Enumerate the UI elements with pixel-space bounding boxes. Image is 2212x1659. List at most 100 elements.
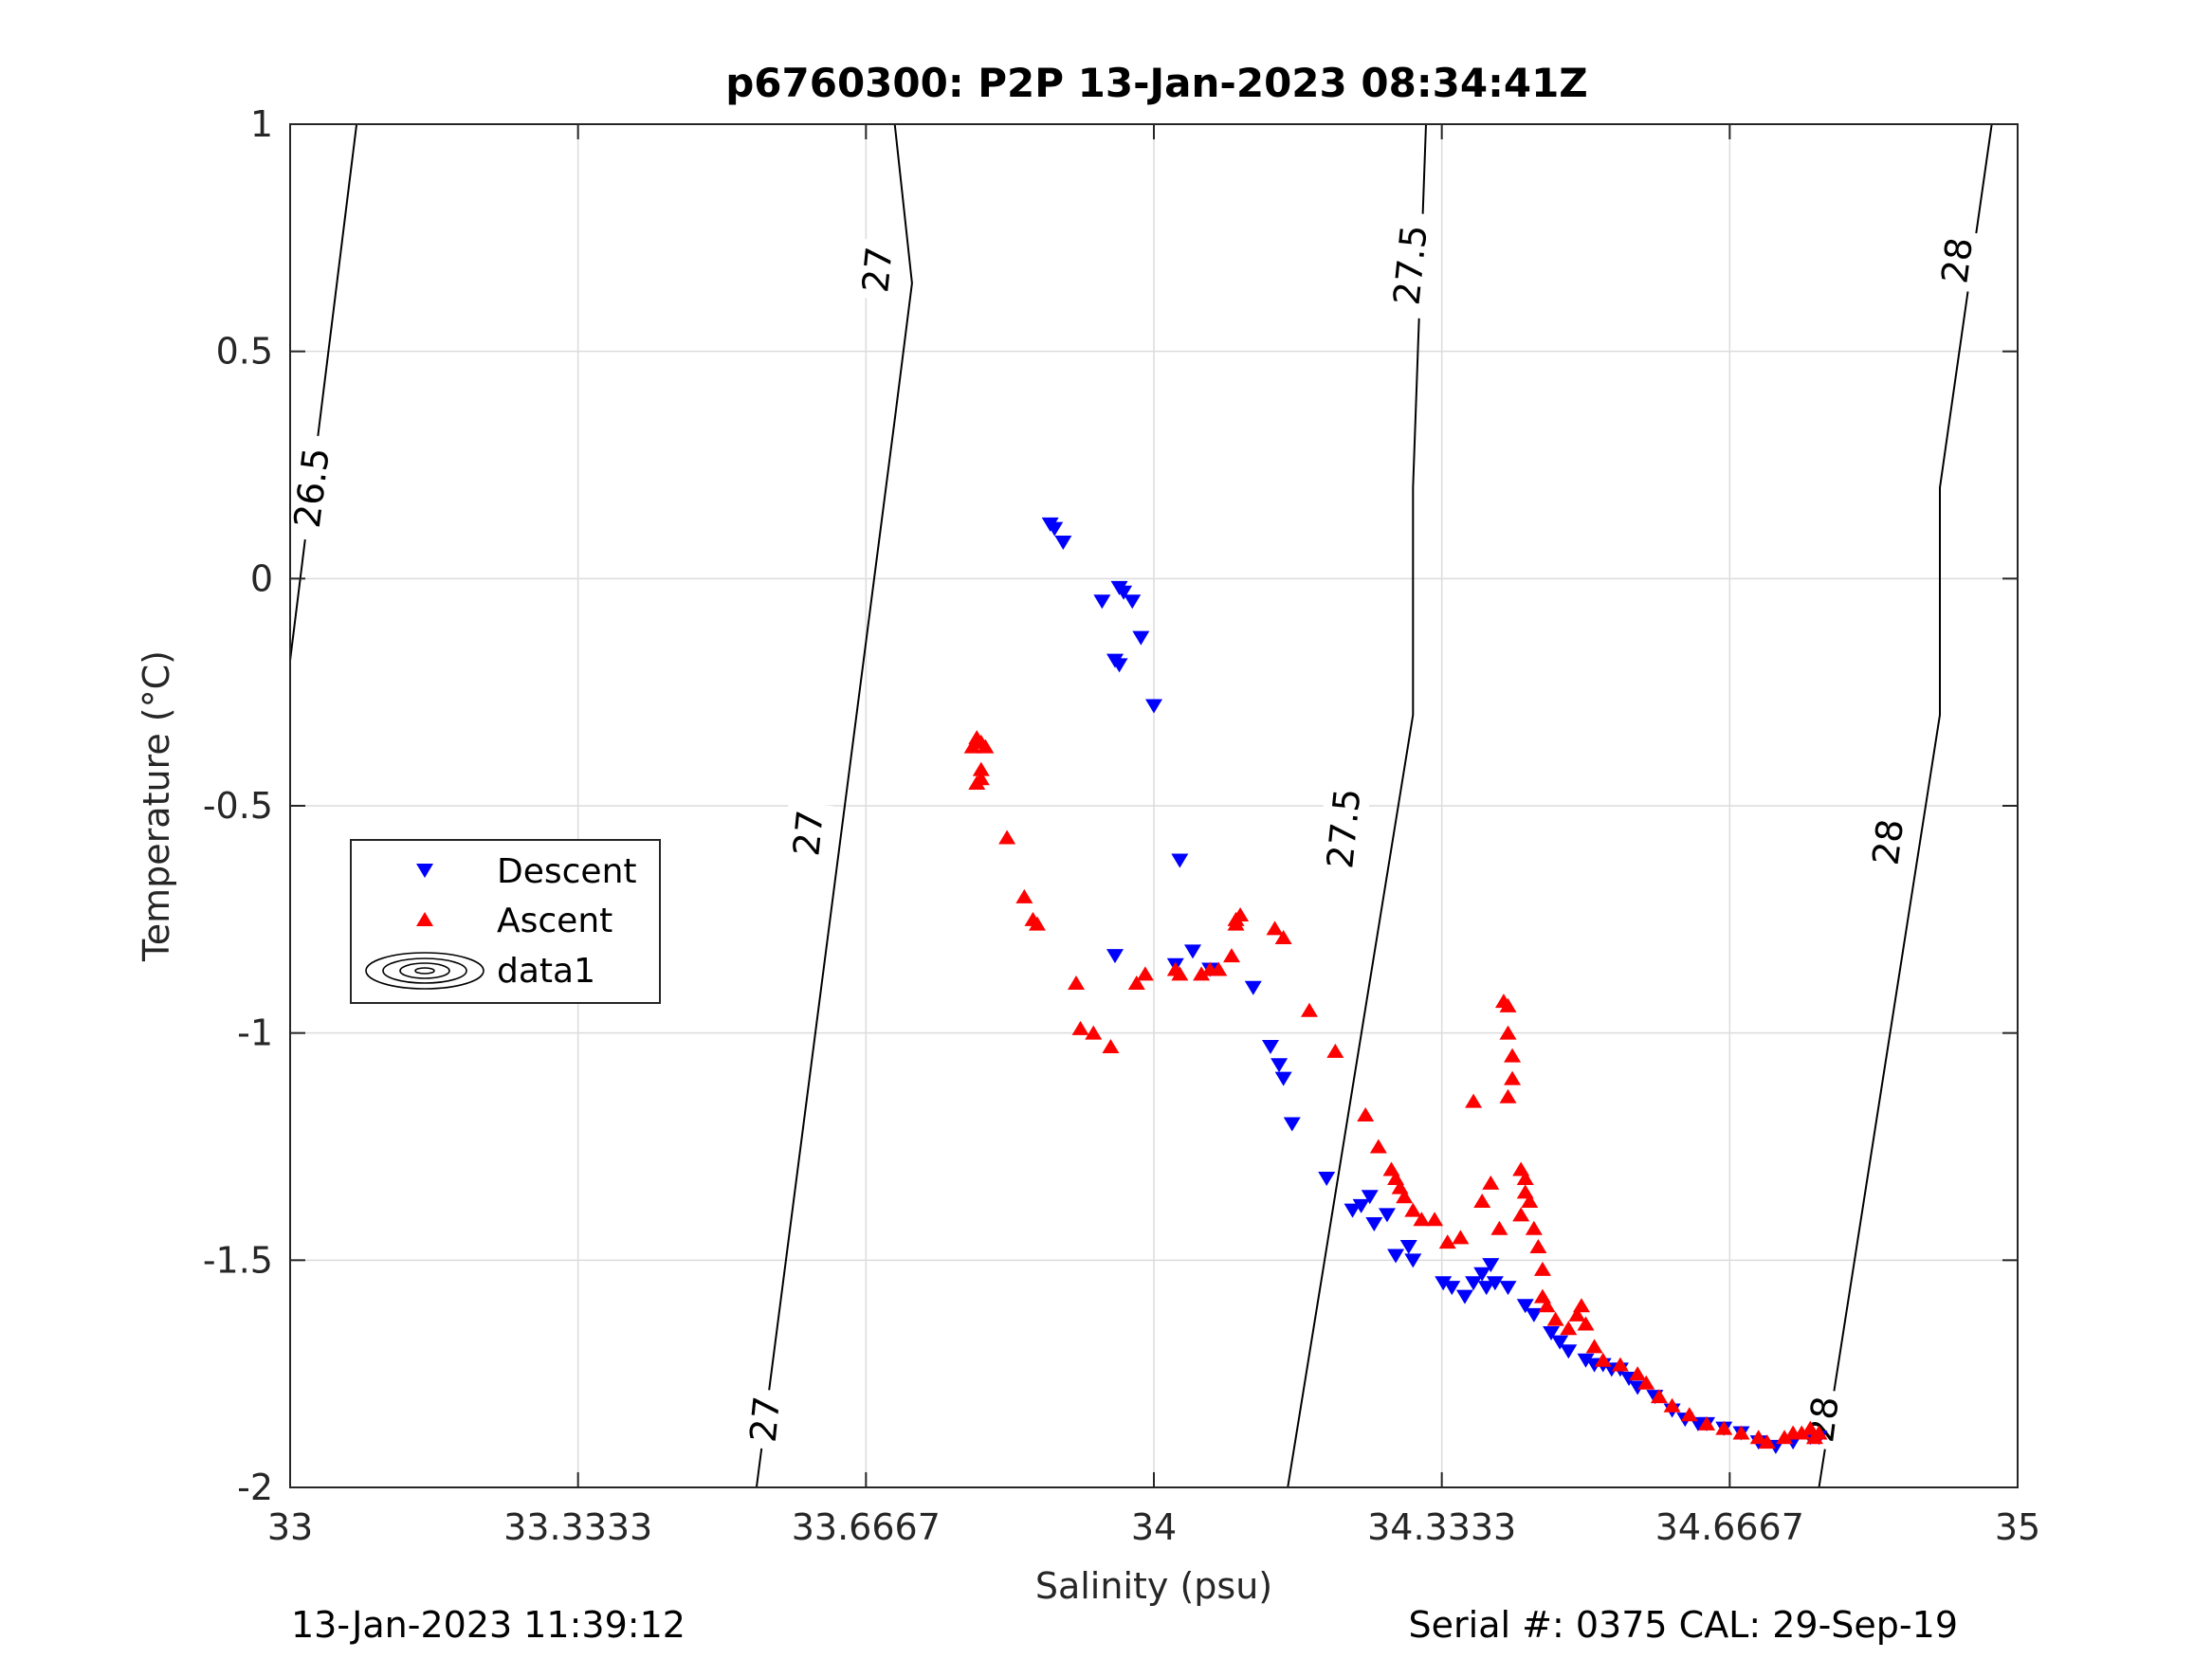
x-tick-label: 34 [1131, 1506, 1177, 1548]
isopycnal-label: 28 [1930, 228, 1983, 293]
ascent-point [1572, 1298, 1590, 1313]
descent-point [1361, 1190, 1379, 1205]
legend-contour-icon [365, 952, 484, 990]
isopycnal-label: 27.5 [1315, 774, 1372, 884]
descent-point [1244, 980, 1262, 995]
isopycnal-label: 27 [851, 238, 904, 301]
ascent-point [1465, 1093, 1483, 1108]
descent-point [1283, 1117, 1301, 1132]
ascent-point [1015, 888, 1033, 903]
x-tick-label: 33.6667 [792, 1506, 941, 1548]
ascent-point [1793, 1425, 1811, 1440]
descent-point [1124, 594, 1142, 610]
ascent-point [1650, 1389, 1668, 1404]
ascent-point [1438, 1234, 1456, 1249]
ascent-point [1680, 1407, 1698, 1422]
isopycnal-label: 27 [782, 801, 834, 866]
descent-point [1352, 1198, 1370, 1213]
ascent-point [1504, 1048, 1522, 1063]
y-tick-label: -2 [237, 1467, 273, 1508]
axis-ticks: 33 33.3333 33.6667 34 34.3333 34.6667 35 1 0.5 0 -… [203, 103, 2040, 1548]
ascent-point [1426, 1212, 1444, 1227]
legend-ascent-marker [416, 912, 433, 926]
isopycnal-line [289, 123, 358, 661]
y-tick-label: 1 [250, 103, 273, 145]
ascent-point [968, 775, 986, 791]
ascent-point [1499, 1088, 1517, 1103]
descent-point [1525, 1307, 1543, 1322]
descent-point [1473, 1267, 1491, 1282]
descent-point [1093, 594, 1111, 610]
isopycnal-label-text: 28 [1865, 817, 1912, 867]
y-tick-label: -0.5 [203, 785, 273, 827]
descent-point [1115, 585, 1133, 600]
x-tick-label: 35 [1995, 1506, 2040, 1548]
ascent-point [1533, 1261, 1551, 1276]
isopycnal-label-text: 27.5 [1319, 787, 1368, 871]
ascent-point [963, 738, 981, 754]
ascent-point [1369, 1139, 1387, 1154]
ascent-point [1085, 1025, 1103, 1040]
ascent-point [1136, 966, 1154, 981]
ascent-point [1102, 1039, 1120, 1054]
descent-point [1046, 521, 1064, 537]
isopycnal-line [755, 123, 913, 1488]
ascent-point [1611, 1357, 1629, 1372]
y-tick-label: -1.5 [203, 1239, 273, 1281]
ascent-point [1521, 1194, 1539, 1209]
ascent-point [1698, 1415, 1716, 1431]
ascent-point [1396, 1189, 1414, 1204]
ascent-point [1663, 1397, 1681, 1413]
descent-point [1274, 1071, 1292, 1086]
ascent-point [1749, 1430, 1767, 1445]
isopycnal-label-text: 27.5 [1385, 223, 1435, 307]
ascent-point [1222, 948, 1240, 963]
descent-point [1344, 1203, 1362, 1218]
descent-point [1365, 1216, 1383, 1231]
ascent-point [1499, 997, 1517, 1012]
ascent-point [1529, 1238, 1547, 1253]
ascent-point [1525, 1220, 1543, 1235]
ascent-point [1516, 1171, 1534, 1186]
descent-point [1318, 1172, 1336, 1187]
ascent-point [1274, 930, 1292, 945]
isopycnal-label-text: 26.5 [286, 446, 338, 530]
descent-point [1271, 1058, 1289, 1073]
descent-point [1387, 1249, 1405, 1264]
isopycnal-line [1818, 123, 1993, 1488]
footer-serial-cal: Serial #: 0375 CAL: 29-Sep-19 [1409, 1604, 1958, 1646]
y-axis-label: Temperature (°C) [136, 650, 177, 962]
descent-point [1443, 1281, 1461, 1296]
legend-descent-marker [416, 864, 433, 878]
ascent-point [998, 830, 1016, 845]
ascent-point [1452, 1230, 1470, 1245]
ascent-point [1068, 975, 1086, 990]
ascent-point [1171, 966, 1189, 981]
ascent-point [1490, 1220, 1508, 1235]
ascent-point [1758, 1434, 1776, 1449]
ascent-point [1568, 1306, 1586, 1322]
descent-point [1145, 699, 1162, 714]
y-tick-label: 0.5 [216, 331, 273, 373]
ascent-point [1577, 1316, 1595, 1331]
data-points [963, 517, 1828, 1454]
descent-point [1183, 944, 1201, 959]
descent-point [1261, 1040, 1279, 1055]
isopycnal-label-text: 27 [742, 1395, 789, 1445]
ascent-point [1127, 975, 1145, 990]
ascent-point [1210, 961, 1228, 976]
ascent-point [1473, 1194, 1491, 1209]
ascent-point [972, 761, 990, 776]
isopycnal-label: 28 [1797, 1387, 1850, 1451]
ascent-point [1193, 966, 1211, 981]
legend-box [350, 839, 661, 1004]
ascent-point [1560, 1321, 1578, 1336]
x-tick-label: 33.3333 [503, 1506, 652, 1548]
isopycnal-label-text: 27 [854, 245, 901, 295]
isopycnal-label: 27.5 [1382, 210, 1439, 319]
y-tick-label: -1 [237, 1012, 273, 1054]
legend-data1-label: data1 [497, 952, 595, 991]
ascent-point [1357, 1106, 1375, 1121]
isopycnal-label: 26.5 [283, 432, 341, 543]
